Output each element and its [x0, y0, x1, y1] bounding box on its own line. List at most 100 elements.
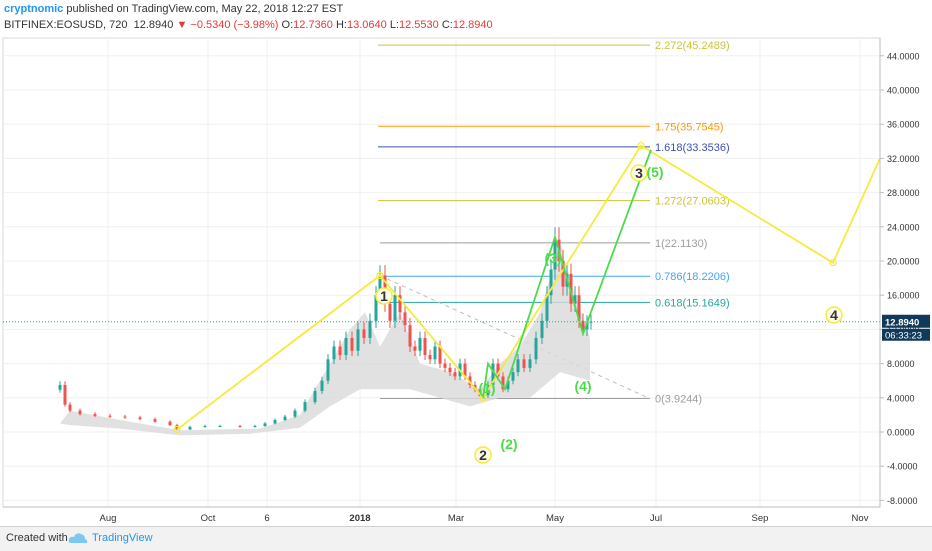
candle-body: [253, 426, 257, 428]
author-link[interactable]: cryptnomic: [4, 3, 64, 15]
grid: [3, 38, 880, 507]
price-tick-label: -8.0000: [887, 496, 918, 506]
price-chart[interactable]: 2.272(45.2489) 1.75(35.7545) 1.618(33.3536…: [0, 36, 932, 526]
candle-body: [313, 390, 317, 403]
open-key: O:: [281, 19, 294, 31]
fib-label: 1.75(35.7545): [655, 121, 724, 133]
symbol-label: BITFINEX:EOSUSD, 720: [4, 19, 128, 31]
candle-body: [108, 415, 112, 417]
low-value: 12.5530: [399, 19, 439, 31]
candle-body: [577, 295, 581, 321]
high-value: 13.0640: [346, 19, 387, 31]
candle-body: [58, 384, 62, 390]
price-tick-label: 20.0000: [887, 257, 920, 267]
fib-extension: 2.272(45.2489) 1.75(35.7545) 1.618(33.3536…: [378, 40, 730, 405]
wave-label-green: (1): [478, 380, 495, 396]
candle-body: [413, 346, 417, 351]
candle-body: [293, 410, 297, 417]
published-text: published on TradingView.com, May 22, 20…: [63, 3, 344, 15]
candle-body: [175, 425, 179, 430]
candle-body: [388, 303, 392, 321]
candle-body: [303, 402, 307, 411]
candle-body: [378, 275, 382, 296]
low-key: L:: [389, 19, 399, 31]
price-tick-label: 28.0000: [887, 188, 920, 198]
candle-body: [522, 359, 526, 368]
price-tick-label: 32.0000: [887, 154, 920, 164]
candle-body: [443, 363, 447, 368]
time-tick-label: 2018: [349, 513, 370, 524]
price-tick-label: 0.0000: [887, 428, 915, 438]
candle-body: [123, 416, 127, 418]
chart-area[interactable]: 2.272(45.2489) 1.75(35.7545) 1.618(33.3536…: [0, 36, 932, 526]
price-tick-label: 44.0000: [887, 51, 920, 61]
candle-body: [63, 384, 67, 405]
candle-body: [332, 346, 336, 360]
candle-body: [218, 426, 222, 428]
candle-body: [438, 346, 442, 364]
candle-body: [408, 325, 412, 347]
tradingview-cloud-icon: [68, 533, 88, 543]
time-tick-label: 6: [264, 513, 269, 524]
candle-body: [516, 359, 520, 373]
wave-label-green: (3): [544, 250, 561, 266]
wave-node: [376, 271, 384, 280]
time-tick-label: Aug: [100, 513, 117, 524]
candle-body: [398, 295, 402, 313]
candle-body: [203, 426, 207, 428]
time-tick-label: Oct: [201, 513, 216, 524]
price-tick-label: 40.0000: [887, 86, 920, 96]
fib-label: 1.618(33.3536): [655, 142, 730, 154]
candle-body: [320, 380, 324, 391]
candle-body: [463, 363, 467, 377]
candle-body: [263, 423, 267, 427]
created-with-text: Created with: [6, 532, 68, 544]
wave-label-ring: [474, 446, 492, 464]
candle-body: [453, 372, 457, 377]
wave-label-ring: [375, 287, 393, 305]
price-tick-label: 16.0000: [887, 291, 920, 301]
chart-header: cryptnomic published on TradingView.com,…: [0, 0, 932, 36]
wave-label-yellow: 3: [635, 165, 643, 181]
wave-label-green: (2): [500, 436, 517, 452]
fib-label: 1.272(27.0603): [655, 196, 730, 208]
candle-body: [350, 337, 354, 351]
candle-body: [138, 417, 142, 420]
green-wave-line: [482, 149, 652, 398]
candle-body: [423, 337, 427, 356]
candle-body: [491, 363, 495, 385]
candle-body: [540, 320, 544, 338]
countdown-label: 06:33:23: [885, 330, 922, 341]
candle-body: [418, 337, 422, 351]
candle-body: [93, 414, 97, 416]
candle-body: [428, 355, 432, 360]
price-tick-label: 8.0000: [887, 359, 915, 369]
fib-label: 0(3.9244): [655, 393, 702, 405]
change-text: −0.5340 (−3.98%): [190, 19, 279, 31]
candle-body: [478, 389, 482, 397]
trend-dash-line: [379, 275, 651, 400]
tradingview-link[interactable]: TradingView: [92, 532, 153, 544]
candle-body: [283, 416, 287, 421]
time-tick-label: May: [546, 513, 564, 524]
fib-label: 0.786(18.2206): [655, 271, 730, 283]
candle-body: [528, 359, 532, 368]
last-price-badge: [882, 314, 930, 328]
candle-body: [561, 261, 565, 287]
candle-body: [188, 426, 192, 430]
wave-label-yellow: 4: [830, 307, 838, 323]
countdown-badge: [882, 328, 930, 341]
time-tick-label: Jul: [650, 513, 662, 524]
shadow-area: [60, 243, 590, 436]
candle-body: [549, 269, 553, 296]
candle-body: [153, 419, 157, 422]
wave-node: [829, 259, 837, 267]
candle-body: [511, 372, 515, 381]
price-tick-label: 4.0000: [887, 393, 915, 403]
candle-body: [448, 367, 452, 373]
candle-body: [581, 320, 585, 330]
fib-label: 2.272(45.2489): [655, 40, 730, 52]
wave-label-yellow: 2: [479, 447, 487, 463]
open-value: 12.7360: [293, 19, 333, 31]
candle-body: [168, 421, 172, 426]
